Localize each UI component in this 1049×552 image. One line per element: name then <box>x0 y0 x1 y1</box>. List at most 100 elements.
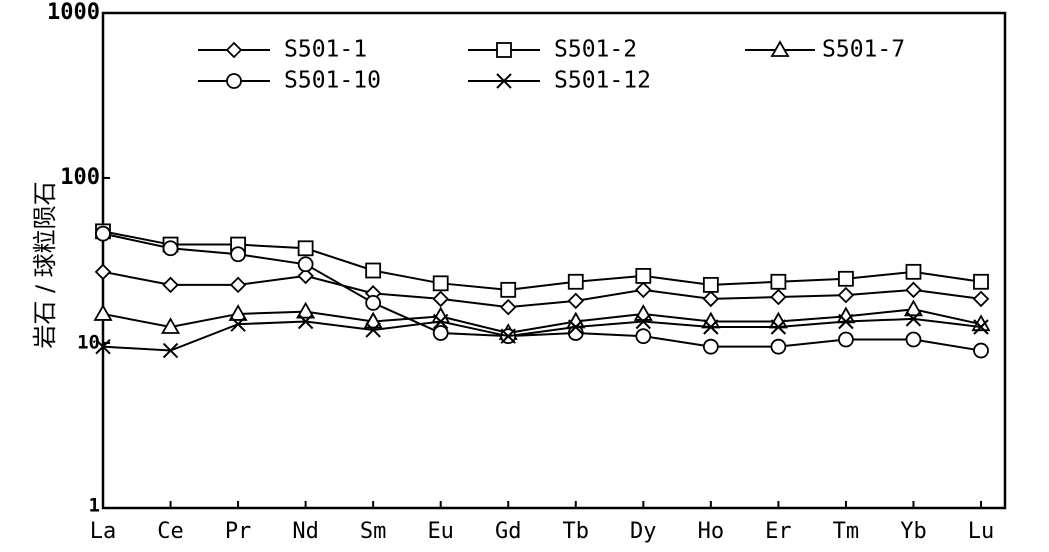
x-tick-label: Tm <box>833 519 860 544</box>
data-point <box>973 342 989 359</box>
data-point <box>567 292 585 310</box>
legend-label: S501-2 <box>554 37 637 63</box>
x-tick-label: Eu <box>427 519 454 544</box>
data-point <box>162 276 179 294</box>
data-point <box>499 298 517 316</box>
legend-entry: S501-1 <box>198 37 367 63</box>
data-point <box>500 281 517 298</box>
data-point <box>93 304 113 321</box>
data-point <box>635 313 652 330</box>
data-point <box>432 325 449 341</box>
y-tick-label: 10 <box>77 332 100 354</box>
data-point <box>635 328 652 345</box>
data-point <box>95 338 111 355</box>
data-point <box>770 273 787 290</box>
data-point <box>94 263 112 281</box>
data-point <box>160 317 181 334</box>
x-tick-label: Gd <box>495 519 522 544</box>
data-point <box>702 338 719 355</box>
data-point <box>568 319 584 335</box>
y-tick-label: 1 <box>89 495 100 517</box>
data-point <box>770 319 787 335</box>
data-point <box>567 273 584 290</box>
x-tick-label: Pr <box>225 519 252 544</box>
legend-marker <box>226 73 242 89</box>
x-tick-label: Ho <box>698 519 725 544</box>
data-point <box>365 262 382 279</box>
legend-marker <box>225 41 243 59</box>
data-point <box>837 286 855 304</box>
data-point <box>905 281 922 299</box>
x-tick-label: Tb <box>563 519 590 544</box>
data-point <box>703 319 719 335</box>
data-point <box>770 288 787 306</box>
legend-entry: S501-7 <box>745 37 905 63</box>
data-point <box>230 316 246 332</box>
plot-frame <box>101 11 1007 510</box>
legend-marker <box>496 73 512 89</box>
data-point <box>363 311 383 329</box>
series-line <box>102 232 982 352</box>
series-S501-2 <box>95 223 989 298</box>
series-layer <box>93 223 991 359</box>
data-point <box>903 299 924 317</box>
series-line <box>102 308 982 335</box>
series-S501-1 <box>94 263 990 316</box>
data-point <box>702 276 719 293</box>
x-axis-categories: La Ce Pr Nd Sm Eu Gd Tb Dy Ho Er Tm Yb Lu <box>90 501 995 544</box>
data-point <box>702 290 720 308</box>
data-point <box>973 273 989 290</box>
x-tick-label: Yb <box>900 519 927 544</box>
series-S501-10 <box>95 225 989 359</box>
data-point <box>432 275 449 292</box>
y-tick-label: 100 <box>60 165 100 190</box>
x-tick-label: Ce <box>157 519 184 544</box>
legend-entry: S501-2 <box>468 37 637 63</box>
data-point <box>297 240 314 257</box>
data-point <box>905 263 922 280</box>
data-point <box>432 290 449 308</box>
legend-marker <box>770 40 790 57</box>
series-line <box>102 317 982 352</box>
series-line <box>102 230 982 291</box>
data-point <box>297 256 314 273</box>
data-point <box>297 313 314 330</box>
legend: S501-1 S501-2 S501-7 S501-10 S501-12 <box>198 37 905 94</box>
x-tick-label: Sm <box>360 519 387 544</box>
data-point <box>230 246 246 263</box>
data-point <box>633 304 653 321</box>
data-point <box>365 294 382 311</box>
x-tick-label: La <box>90 519 117 544</box>
legend-entry: S501-12 <box>468 68 651 94</box>
series-line <box>102 270 982 309</box>
data-point <box>95 225 111 242</box>
data-point <box>838 270 854 287</box>
data-point <box>432 313 449 330</box>
legend-marker <box>496 42 512 58</box>
data-point <box>973 319 989 335</box>
y-axis-ticks: 1 10 100 1000 <box>47 0 110 517</box>
data-point <box>162 240 179 257</box>
y-tick-label: 1000 <box>47 0 100 25</box>
data-point <box>500 328 516 344</box>
data-point <box>838 313 854 330</box>
x-tick-label: Er <box>765 519 792 544</box>
legend-label: S501-7 <box>822 37 905 63</box>
y-axis-label: 岩石 / 球粒陨石 <box>31 181 59 348</box>
x-tick-label: Lu <box>968 519 995 544</box>
x-tick-label: Dy <box>630 519 657 544</box>
legend-entry: S501-10 <box>198 68 381 94</box>
data-point <box>635 268 652 284</box>
data-point <box>635 281 652 299</box>
data-point <box>905 311 922 327</box>
legend-label: S501-1 <box>284 37 367 63</box>
data-point <box>905 331 922 348</box>
data-point <box>972 290 990 308</box>
data-point <box>297 267 314 285</box>
x-tick-label: Nd <box>292 519 319 544</box>
data-point <box>229 276 247 294</box>
legend-label: S501-12 <box>554 68 651 94</box>
data-point <box>296 301 316 319</box>
series-S501-12 <box>95 311 989 359</box>
